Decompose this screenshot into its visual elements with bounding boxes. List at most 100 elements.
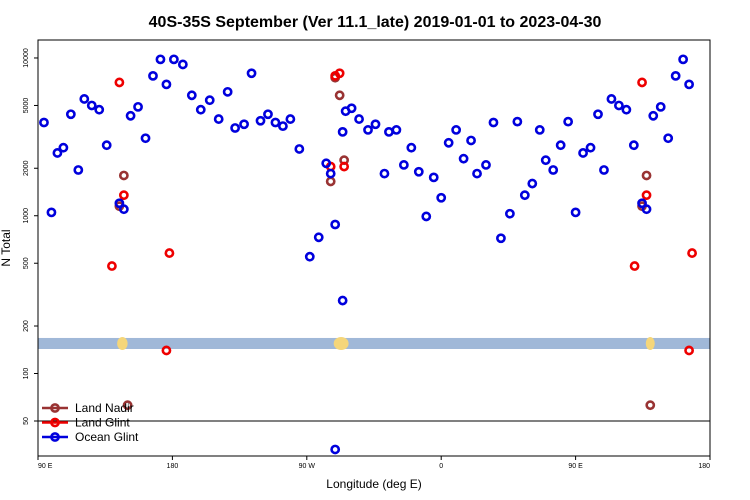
- x-axis-ticks: 90 E 180 90 W 0 90 E 180: [37, 456, 711, 470]
- land-blob-1: [333, 336, 349, 351]
- data-point: [148, 70, 158, 81]
- y-tick-label: 2000: [23, 160, 30, 176]
- data-point: [519, 190, 530, 201]
- data-point: [379, 168, 390, 179]
- data-point: [641, 170, 652, 181]
- data-point: [363, 125, 373, 135]
- data-point: [213, 114, 224, 124]
- data-point: [599, 165, 609, 175]
- y-tick-label: 100: [23, 368, 30, 380]
- data-point: [255, 115, 266, 126]
- x-axis-label: Longitude (deg E): [326, 477, 421, 491]
- data-point: [101, 140, 112, 151]
- y-tick-label: 500: [23, 257, 30, 269]
- data-point: [678, 54, 689, 65]
- data-point: [294, 144, 305, 154]
- data-point: [684, 345, 694, 356]
- data-point: [58, 142, 69, 153]
- data-point: [177, 59, 188, 70]
- data-point: [304, 251, 315, 262]
- legend-entry: Land Nadir: [42, 401, 134, 415]
- data-point: [285, 114, 296, 124]
- data-point: [222, 86, 233, 97]
- data-point: [118, 190, 129, 201]
- data-point: [339, 161, 350, 172]
- legend-label: Ocean Glint: [75, 430, 139, 444]
- data-point: [637, 198, 647, 209]
- data-point: [230, 123, 241, 133]
- data-point: [585, 142, 596, 153]
- data-point: [527, 178, 538, 189]
- data-point: [570, 207, 581, 218]
- data-point: [204, 95, 215, 106]
- data-point: [621, 104, 632, 115]
- data-point: [563, 116, 574, 127]
- data-point: [428, 172, 439, 183]
- data-point: [370, 119, 381, 130]
- data-point: [684, 79, 694, 90]
- data-point: [118, 204, 129, 215]
- data-point: [458, 153, 469, 164]
- legend-label: Land Nadir: [75, 401, 134, 415]
- data-point: [540, 155, 551, 166]
- data-point: [496, 233, 506, 244]
- data-point: [164, 248, 175, 258]
- y-tick-label: 5000: [23, 98, 30, 114]
- data-point: [52, 148, 63, 158]
- land-blob-0: [117, 336, 128, 351]
- y-tick-label: 200: [23, 320, 30, 332]
- data-point: [512, 116, 523, 127]
- data-point: [443, 137, 454, 148]
- data-points-layer: [39, 54, 697, 455]
- data-point: [578, 148, 588, 158]
- data-point: [421, 211, 432, 222]
- series-land-glint: [107, 68, 697, 356]
- data-point: [94, 104, 105, 115]
- data-point: [346, 103, 357, 114]
- plot-frame: [37, 39, 711, 457]
- data-point: [161, 79, 172, 90]
- data-point: [125, 110, 136, 121]
- y-tick-label: 50: [23, 417, 30, 425]
- y-axis-label: N Total: [0, 229, 13, 266]
- data-point: [325, 168, 336, 179]
- data-point: [648, 110, 659, 121]
- data-point: [451, 125, 462, 135]
- data-point: [239, 119, 249, 130]
- data-point: [65, 109, 76, 120]
- data-point: [337, 295, 348, 306]
- data-point: [670, 70, 681, 81]
- data-point: [278, 121, 288, 131]
- data-point: [391, 125, 402, 135]
- data-point: [313, 232, 324, 243]
- data-point: [555, 140, 566, 151]
- legend-entry: Land Glint: [42, 416, 130, 430]
- data-point: [133, 101, 143, 112]
- data-point: [186, 90, 197, 101]
- data-point: [73, 165, 84, 175]
- land-blob-2: [645, 336, 655, 351]
- data-point: [436, 192, 447, 203]
- legend-label: Land Glint: [75, 416, 130, 430]
- data-point: [168, 54, 179, 65]
- data-point: [663, 133, 674, 144]
- data-point: [107, 261, 117, 271]
- data-point: [637, 77, 647, 88]
- data-point: [334, 90, 345, 101]
- series-ocean-glint: [39, 54, 694, 455]
- chart-title: 40S-35S September (Ver 11.1_late) 2019-0…: [149, 14, 602, 31]
- data-point: [606, 94, 617, 104]
- data-point: [534, 125, 545, 135]
- data-point: [86, 100, 97, 111]
- data-point: [140, 133, 151, 144]
- data-point: [330, 444, 341, 455]
- data-point: [122, 400, 133, 411]
- data-point: [641, 190, 652, 201]
- data-point: [628, 140, 639, 151]
- data-point: [466, 135, 476, 146]
- legend-entry: Ocean Glint: [42, 430, 139, 444]
- x-tick-label: 90 W: [299, 463, 316, 470]
- data-point: [114, 198, 125, 209]
